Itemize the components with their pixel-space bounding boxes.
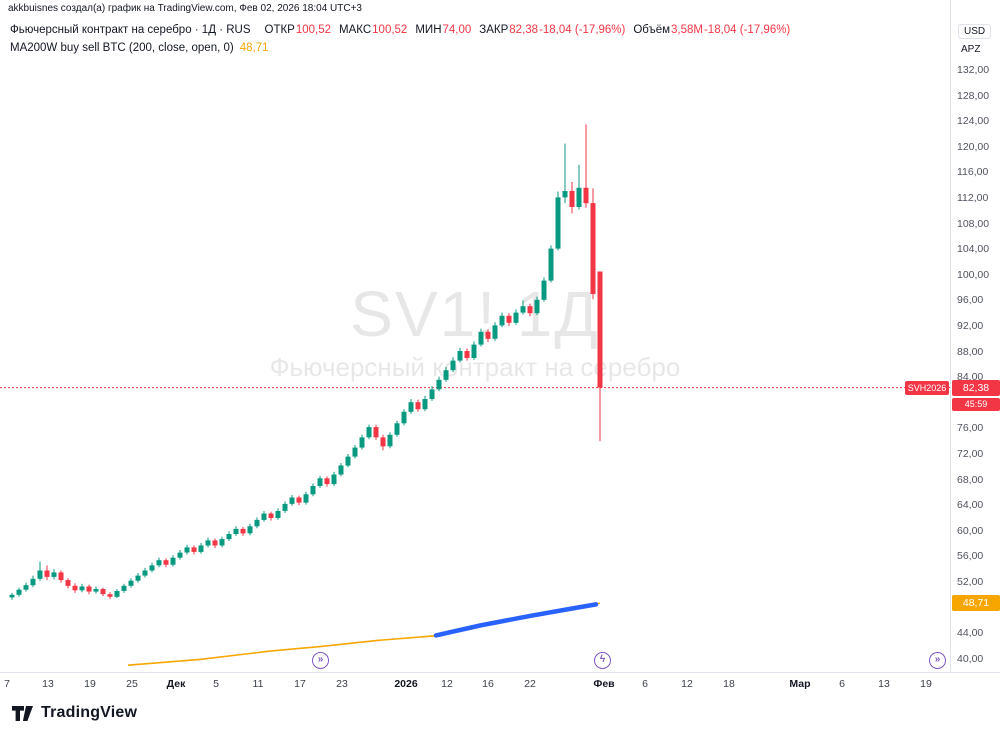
- time-axis-label: 6: [642, 678, 648, 690]
- time-axis-label: 12: [681, 678, 693, 690]
- price-axis-label: 112,00: [957, 192, 989, 204]
- time-axis-label: 5: [213, 678, 219, 690]
- last-price-badge: 82,38: [952, 379, 1000, 396]
- time-axis-label-major: Мар: [789, 678, 811, 690]
- indicator-title[interactable]: MA200W buy sell BTC (200, close, open, 0…: [10, 42, 234, 54]
- volume-change-value: -18,04 (-17,96%): [703, 24, 791, 36]
- price-axis-label: 68,00: [957, 473, 984, 486]
- time-axis-label: 25: [126, 678, 138, 690]
- replay-chevrons-icon[interactable]: »: [312, 652, 329, 669]
- forward-chevrons-icon[interactable]: »: [929, 652, 946, 669]
- candles: [9, 124, 603, 600]
- close-value: 82,38: [509, 24, 539, 36]
- time-axis[interactable]: 7 13 19 25 Дек 5 11 17 23 2026 12 16 22 Фев 6 12 18 Мар 6 1…: [0, 672, 1000, 699]
- price-axis-label: 124,00: [957, 115, 990, 128]
- price-axis[interactable]: USD APZ 132,00 128,00 124,00 120,00 116,00 11…: [950, 0, 1000, 672]
- time-axis-label-major: Дек: [166, 678, 186, 690]
- price-axis-label: 100,00: [957, 268, 990, 281]
- price-axis-label: 72,00: [957, 448, 984, 460]
- price-axis-label: 120,00: [957, 140, 990, 153]
- bar-countdown-badge: 45:59: [952, 397, 1000, 411]
- time-axis-label-major: 2026: [394, 678, 418, 690]
- price-axis-label: 60,00: [957, 524, 984, 537]
- time-axis-label: 13: [42, 678, 54, 690]
- time-axis-label-major: Фев: [593, 678, 615, 690]
- time-axis-label: 17: [294, 678, 306, 690]
- time-axis-label: 18: [723, 678, 735, 690]
- symbol-title[interactable]: Фьючерсный контракт на серебро · 1Д · RU…: [10, 24, 251, 36]
- price-axis-label: 132,00: [957, 64, 990, 76]
- volume-value: 3,58M: [671, 24, 703, 36]
- time-axis-label: 7: [4, 678, 10, 690]
- lightning-icon[interactable]: ϟ: [594, 652, 611, 669]
- price-axis-label: 52,00: [957, 576, 984, 588]
- time-axis-label: 19: [920, 678, 932, 690]
- time-axis-label: 13: [878, 678, 890, 690]
- close-label: ЗАКР: [479, 24, 509, 36]
- price-axis-label: 128,00: [957, 89, 990, 102]
- legend-row-main: Фьючерсный контракт на серебро · 1Д · RU…: [10, 24, 790, 36]
- change-value: -18,04 (-17,96%): [539, 24, 626, 36]
- tradingview-logo-icon: [12, 705, 33, 721]
- legend-row-indicator: MA200W buy sell BTC (200, close, open, 0…: [10, 42, 269, 54]
- volume-label: Объём: [633, 24, 670, 36]
- price-axis-label: 64,00: [957, 499, 984, 512]
- price-axis-label: 96,00: [957, 294, 984, 307]
- price-axis-label: 116,00: [957, 166, 989, 179]
- open-value: 100,52: [295, 24, 332, 36]
- price-axis-label: 40,00: [957, 652, 984, 665]
- price-axis-label: 108,00: [957, 217, 990, 230]
- low-value: 74,00: [442, 24, 472, 36]
- high-value: 100,52: [372, 24, 408, 36]
- price-axis-label: 92,00: [957, 320, 984, 332]
- price-axis-label: 88,00: [957, 345, 984, 358]
- ma200w-line: [127, 602, 601, 666]
- time-axis-label: 11: [252, 678, 264, 690]
- price-axis-label: 44,00: [957, 627, 984, 640]
- time-axis-label: 16: [482, 678, 494, 690]
- candlestick-chart[interactable]: [0, 0, 950, 672]
- price-axis-label: 56,00: [957, 550, 984, 563]
- apz-button[interactable]: APZ: [961, 44, 981, 55]
- ma-value-badge: 48,71: [952, 595, 1000, 612]
- tradingview-logo[interactable]: TradingView: [12, 704, 137, 722]
- currency-button[interactable]: USD: [958, 24, 992, 39]
- open-label: ОТКР: [264, 24, 295, 36]
- time-axis-label: 19: [84, 678, 96, 690]
- tradingview-logo-text: TradingView: [41, 704, 138, 721]
- signal-line: [433, 602, 599, 638]
- indicator-value: 48,71: [239, 42, 269, 54]
- price-axis-label: 104,00: [957, 243, 990, 256]
- last-price-ticker-tag: SVH2026: [905, 380, 949, 395]
- time-axis-label: 6: [839, 678, 845, 690]
- price-axis-label: 76,00: [957, 422, 984, 435]
- chart-pane[interactable]: SV1! 1Д Фьючерсный контракт на серебро S…: [0, 0, 950, 672]
- time-axis-label: 22: [524, 678, 536, 690]
- low-label: МИН: [415, 24, 442, 36]
- time-axis-label: 12: [441, 678, 453, 690]
- high-label: МАКС: [339, 24, 372, 36]
- time-axis-label: 23: [336, 678, 348, 690]
- attribution-text: akkbuisnes создал(а) график на TradingVi…: [8, 3, 362, 14]
